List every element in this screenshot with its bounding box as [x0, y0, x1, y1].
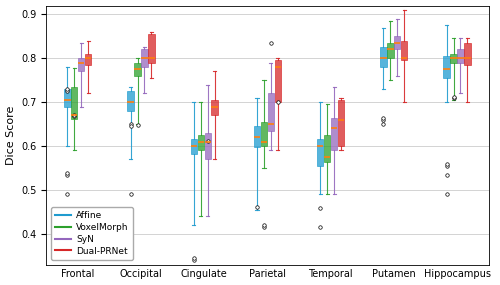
PathPatch shape: [324, 135, 330, 162]
PathPatch shape: [78, 58, 84, 72]
Y-axis label: Dice Score: Dice Score: [6, 105, 16, 165]
PathPatch shape: [450, 54, 456, 63]
PathPatch shape: [444, 56, 450, 78]
PathPatch shape: [401, 41, 407, 60]
PathPatch shape: [254, 126, 260, 147]
PathPatch shape: [338, 100, 344, 146]
PathPatch shape: [317, 139, 324, 166]
PathPatch shape: [268, 93, 274, 131]
PathPatch shape: [380, 47, 386, 67]
PathPatch shape: [85, 54, 91, 65]
PathPatch shape: [142, 50, 148, 67]
PathPatch shape: [148, 34, 154, 63]
PathPatch shape: [71, 87, 78, 119]
PathPatch shape: [274, 60, 281, 102]
PathPatch shape: [394, 36, 400, 50]
Legend: Affine, VoxelMorph, SyN, Dual-PRNet: Affine, VoxelMorph, SyN, Dual-PRNet: [50, 207, 133, 260]
PathPatch shape: [134, 63, 140, 76]
PathPatch shape: [331, 117, 338, 150]
PathPatch shape: [204, 133, 211, 159]
PathPatch shape: [464, 43, 470, 65]
PathPatch shape: [64, 89, 70, 107]
PathPatch shape: [190, 139, 197, 154]
PathPatch shape: [261, 122, 267, 146]
PathPatch shape: [387, 43, 394, 58]
PathPatch shape: [198, 135, 204, 150]
PathPatch shape: [212, 100, 218, 115]
PathPatch shape: [128, 91, 134, 111]
PathPatch shape: [458, 50, 464, 63]
